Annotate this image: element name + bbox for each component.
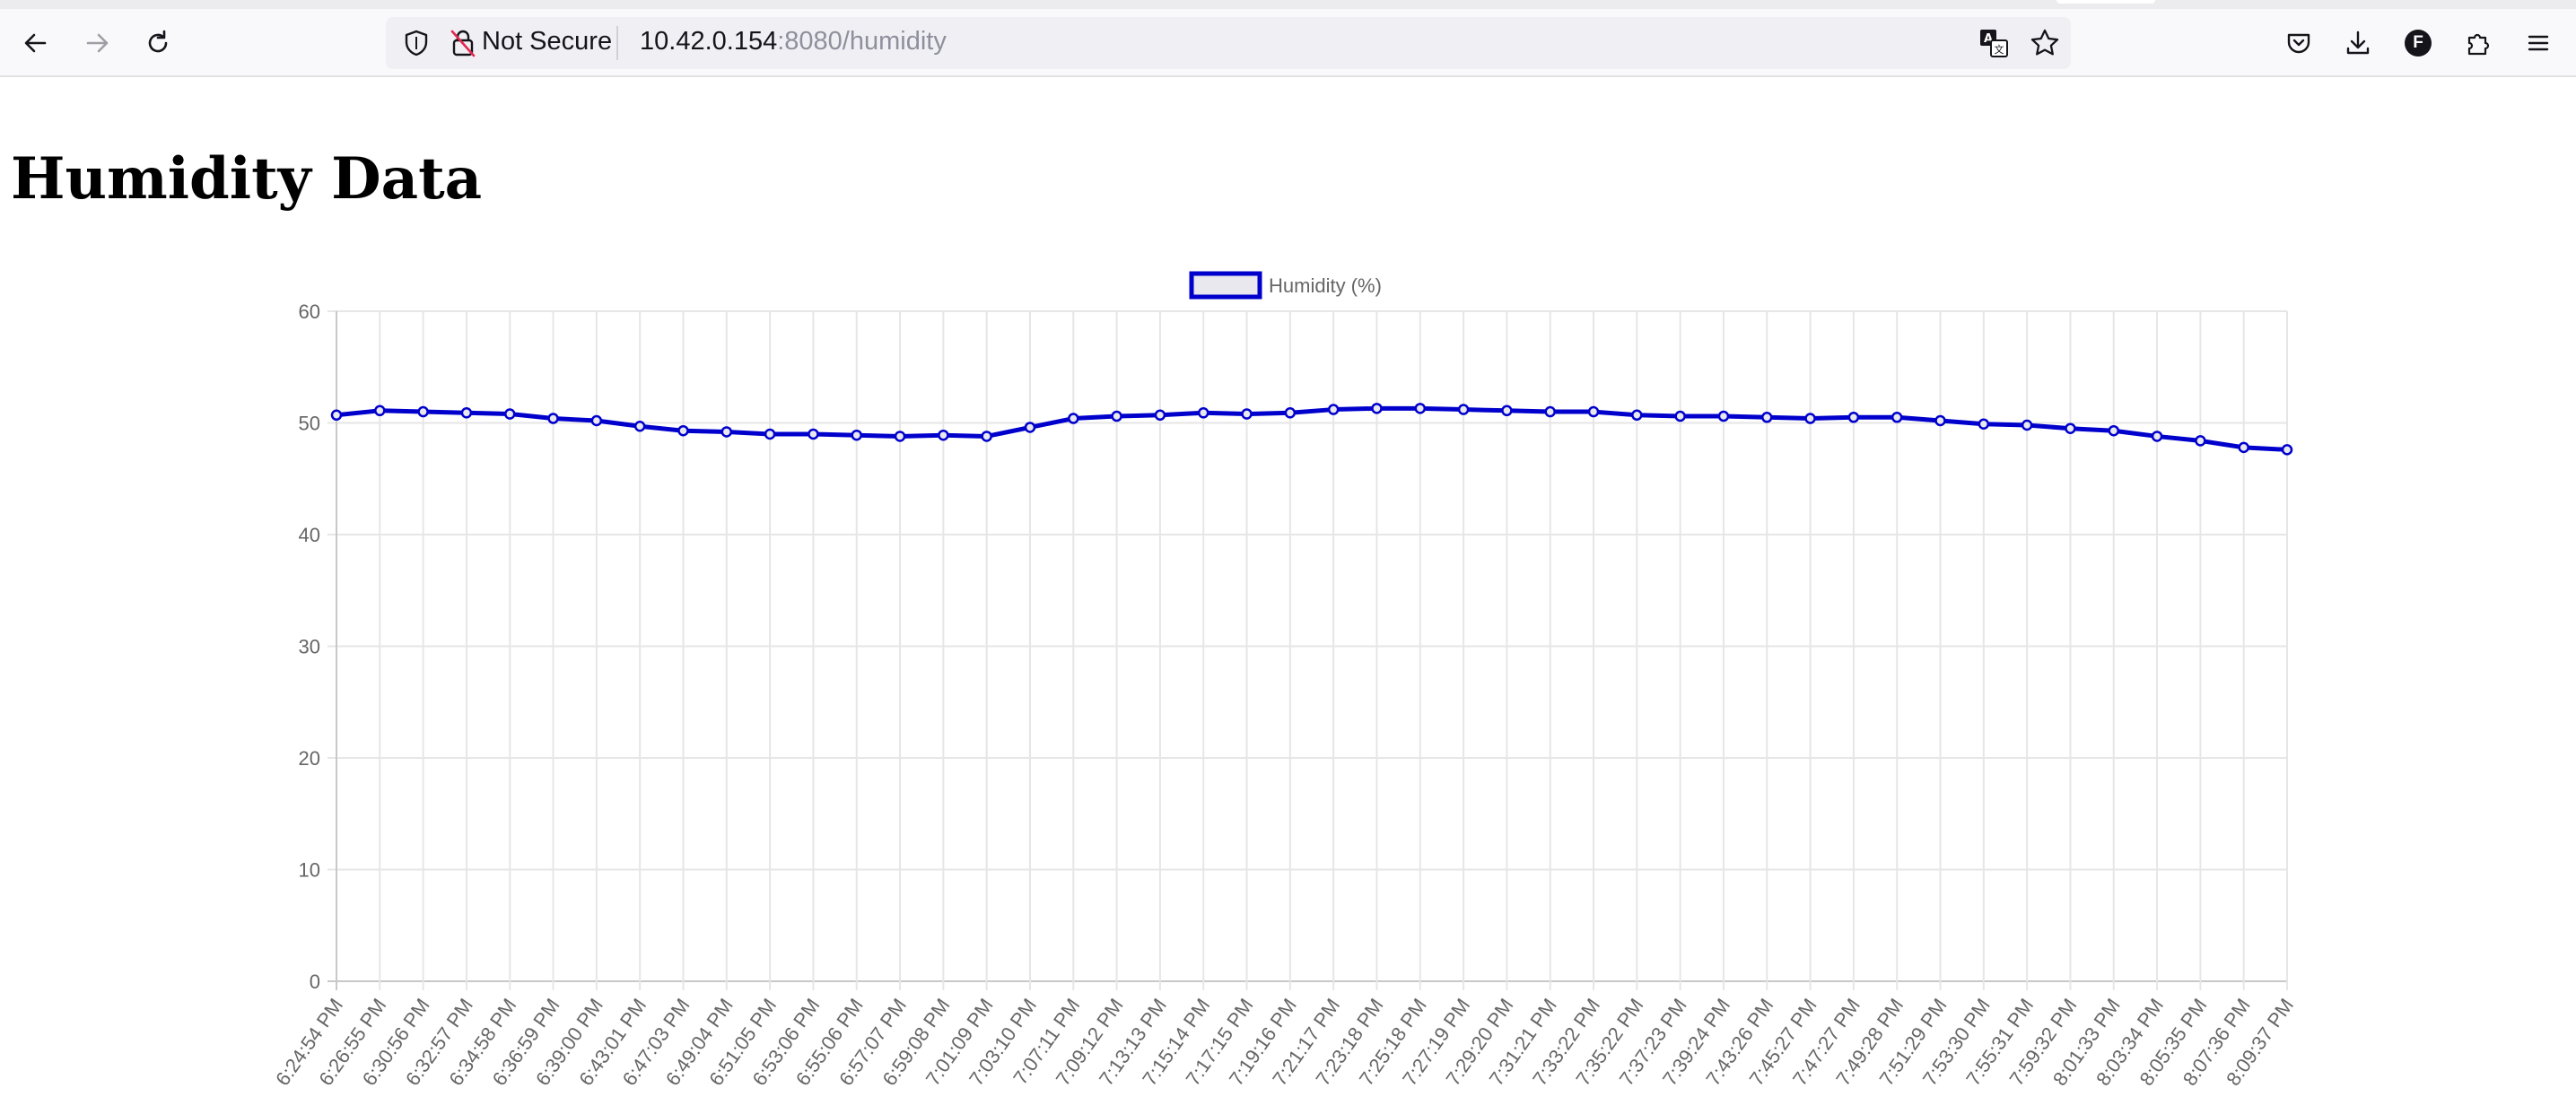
data-point [1284,407,1297,419]
hamburger-menu-icon [2528,35,2549,51]
data-point [1241,408,1253,420]
data-point [374,405,386,417]
insecure-lock-icon[interactable] [449,28,477,58]
data-point [2065,422,2076,434]
data-point [2281,444,2293,456]
y-tick-label: 40 [299,524,320,546]
data-point [938,429,949,441]
data-point [1068,413,1079,424]
menu-button[interactable] [2516,21,2561,65]
data-point [981,431,992,442]
back-arrow-icon [24,33,47,53]
data-point [2195,435,2206,447]
data-point [1587,405,1600,418]
bookmark-star-icon[interactable] [2029,27,2061,59]
y-tick-label: 60 [299,300,320,323]
data-point [1414,403,1427,414]
data-point [1197,407,1209,419]
url-divider [616,26,618,60]
reload-button[interactable] [135,21,180,65]
data-point [1544,405,1556,418]
data-point [2238,441,2249,454]
data-point [1457,404,1470,415]
url-text[interactable]: 10.42.0.154:8080/humidity [640,27,947,57]
svg-text:A: A [1984,32,1993,46]
data-point [1717,410,1730,422]
data-point [1978,418,1990,430]
data-point [1761,412,1773,423]
y-tick-label: 10 [299,859,320,882]
pocket-button[interactable] [2276,21,2321,65]
account-avatar: F [2405,30,2432,57]
data-point [1847,412,1860,423]
data-point [677,424,689,437]
puzzle-piece-icon [2467,33,2490,56]
extensions-button[interactable] [2456,21,2501,65]
y-tick-label: 50 [299,413,320,435]
tab-strip [0,0,2576,9]
y-tick-label: 0 [310,970,320,993]
data-point [2108,424,2120,437]
data-point [1111,410,1122,422]
data-point [1154,409,1166,422]
pocket-icon [2287,33,2310,54]
data-point [1501,405,1513,417]
back-button[interactable] [13,21,58,65]
data-point [1891,412,1903,423]
data-point [1371,403,1383,414]
data-point [1024,422,1036,433]
data-point [764,428,776,440]
humidity-series-line [336,405,2288,452]
svg-text:文: 文 [1995,43,2004,56]
data-point [2021,419,2033,431]
data-point [808,428,819,440]
forward-arrow-icon [86,33,109,53]
data-point [894,431,906,442]
data-point [417,405,429,418]
data-point [851,429,862,441]
data-point [2151,431,2163,442]
tab-edge [2056,0,2155,4]
url-path: :8080/humidity [777,27,947,56]
data-point [503,408,516,420]
shield-icon[interactable] [402,29,431,57]
data-point [330,409,343,422]
url-host: 10.42.0.154 [640,27,778,56]
reload-icon [148,30,168,53]
download-icon [2346,30,2370,55]
downloads-button[interactable] [2336,21,2380,65]
forward-button[interactable] [74,21,119,65]
data-point [1327,404,1340,415]
data-point [633,420,646,432]
data-point [460,407,473,419]
y-tick-label: 30 [299,636,320,658]
data-point [590,414,603,427]
y-tick-label: 20 [299,747,320,770]
data-point [720,426,733,438]
legend-label: Humidity (%) [1269,274,1382,297]
legend-swatch [1189,271,1262,300]
data-point [547,413,559,424]
account-button[interactable]: F [2396,21,2441,65]
translate-icon[interactable]: A文 [1978,28,2009,58]
security-label[interactable]: Not Secure [482,27,613,56]
data-point [1804,413,1816,424]
data-point [1674,410,1686,422]
page-heading: Humidity Data [11,145,483,213]
data-point [1631,409,1643,422]
data-point [1934,414,1946,427]
